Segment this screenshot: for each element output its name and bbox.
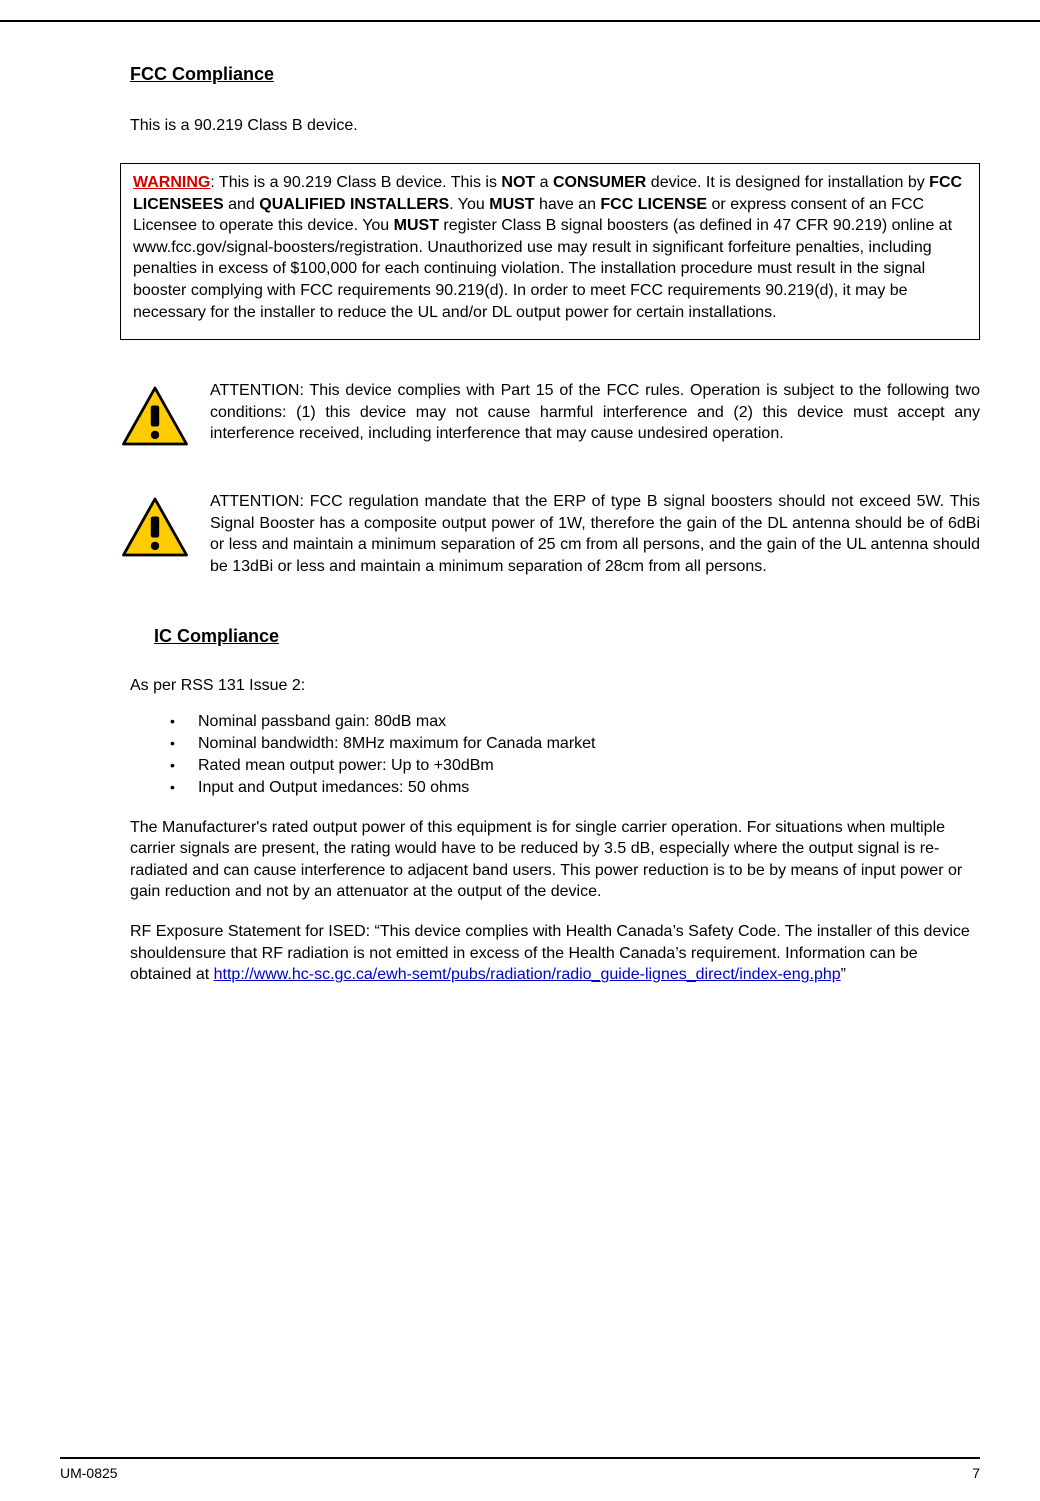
page-content: FCC Compliance This is a 90.219 Class B … xyxy=(0,20,1040,986)
ic-paragraph-1: The Manufacturer's rated output power of… xyxy=(130,817,980,903)
warning-bold-1: NOT xyxy=(501,174,535,191)
warning-text-8: . You xyxy=(449,196,489,213)
footer-page-number: 7 xyxy=(972,1465,980,1481)
main-column: FCC Compliance This is a 90.219 Class B … xyxy=(60,64,980,986)
warning-bold-9: MUST xyxy=(489,196,534,213)
warning-icon-wrap-1 xyxy=(120,380,210,453)
ic-para2-post: ” xyxy=(841,966,846,983)
heading-ic: IC Compliance xyxy=(154,626,980,647)
health-canada-link[interactable]: http://www.hc-sc.gc.ca/ewh-semt/pubs/rad… xyxy=(214,966,841,983)
ic-bullet-list: Nominal passband gain: 80dB max Nominal … xyxy=(170,713,980,797)
warning-text-0: : This is a 90.219 Class B device. This … xyxy=(210,174,501,191)
attention-text-2: ATTENTION: FCC regulation mandate that t… xyxy=(210,491,980,577)
intro-fcc: This is a 90.219 Class B device. xyxy=(130,117,980,135)
warning-bold-13: MUST xyxy=(394,217,439,234)
list-item: Input and Output imedances: 50 ohms xyxy=(170,779,980,797)
warning-text-4: device. It is designed for installation … xyxy=(646,174,929,191)
attention-block-2: ATTENTION: FCC regulation mandate that t… xyxy=(120,491,980,577)
heading-fcc: FCC Compliance xyxy=(130,64,980,85)
warning-bold-7: QUALIFIED INSTALLERS xyxy=(259,196,449,213)
warning-label: WARNING xyxy=(133,174,210,191)
warning-box: WARNING: This is a 90.219 Class B device… xyxy=(120,163,980,340)
warning-text-2: a xyxy=(535,174,553,191)
list-item: Nominal passband gain: 80dB max xyxy=(170,713,980,731)
warning-text-10: have an xyxy=(535,196,601,213)
attention-block-1: ATTENTION: This device complies with Par… xyxy=(120,380,980,453)
ic-intro: As per RSS 131 Issue 2: xyxy=(130,677,980,695)
list-item: Nominal bandwidth: 8MHz maximum for Cana… xyxy=(170,735,980,753)
warning-bold-3: CONSUMER xyxy=(553,174,646,191)
warning-text-6: and xyxy=(224,196,260,213)
warning-icon-wrap-2 xyxy=(120,491,210,564)
ic-paragraph-2: RF Exposure Statement for ISED: “This de… xyxy=(130,921,980,986)
footer-doc-id: UM-0825 xyxy=(60,1465,118,1481)
warning-triangle-icon xyxy=(120,495,190,559)
warning-bold-11: FCC LICENSE xyxy=(600,196,707,213)
warning-triangle-icon xyxy=(120,384,190,448)
attention-text-1: ATTENTION: This device complies with Par… xyxy=(210,380,980,445)
page-footer: UM-0825 7 xyxy=(60,1457,980,1481)
list-item: Rated mean output power: Up to +30dBm xyxy=(170,757,980,775)
